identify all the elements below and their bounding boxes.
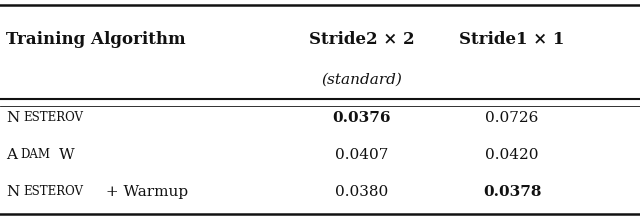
Text: 0.0726: 0.0726 xyxy=(485,111,539,125)
Text: 0.0420: 0.0420 xyxy=(485,148,539,162)
Text: Training Algorithm: Training Algorithm xyxy=(6,31,186,48)
Text: 0.0378: 0.0378 xyxy=(483,185,541,199)
Text: ESTEROV: ESTEROV xyxy=(24,111,83,124)
Text: 0.0376: 0.0376 xyxy=(332,111,391,125)
Text: (standard): (standard) xyxy=(321,73,402,87)
Text: 0.0407: 0.0407 xyxy=(335,148,388,162)
Text: Stride1 × 1: Stride1 × 1 xyxy=(460,31,564,48)
Text: A: A xyxy=(6,148,17,162)
Text: 0.0380: 0.0380 xyxy=(335,185,388,199)
Text: ESTEROV: ESTEROV xyxy=(24,185,83,198)
Text: N: N xyxy=(6,185,20,199)
Text: N: N xyxy=(6,111,20,125)
Text: DAM: DAM xyxy=(20,148,51,161)
Text: + Warmup: + Warmup xyxy=(101,185,188,199)
Text: W: W xyxy=(60,148,75,162)
Text: Stride2 × 2: Stride2 × 2 xyxy=(308,31,415,48)
